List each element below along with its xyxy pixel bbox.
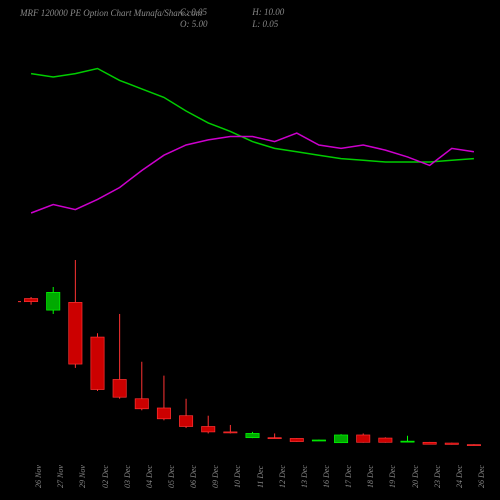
candle-body	[246, 433, 259, 437]
candle-body	[157, 408, 170, 419]
candle-body	[312, 440, 325, 441]
candle-body	[113, 379, 126, 397]
x-tick-label: 20 Dec	[411, 465, 420, 488]
candle-body	[445, 443, 458, 444]
candle-body	[24, 299, 37, 302]
x-tick-label: 17 Dec	[344, 465, 353, 488]
line-green	[31, 69, 474, 163]
candle-body	[290, 438, 303, 441]
line-magenta	[31, 133, 474, 213]
candle-body	[379, 438, 392, 442]
x-tick-label: 26 Nov	[34, 465, 43, 488]
candle-body	[357, 435, 370, 442]
x-tick-label: 10 Dec	[233, 465, 242, 488]
x-tick-label: 27 Nov	[56, 465, 65, 488]
candle-body	[69, 302, 82, 364]
x-tick-label: 12 Dec	[278, 465, 287, 488]
candle-body	[334, 435, 347, 443]
x-tick-label: 03 Dec	[123, 465, 132, 488]
chart-svg	[0, 0, 500, 500]
x-tick-label: 24 Dec	[455, 465, 464, 488]
candle-body	[401, 441, 414, 442]
candle-body	[423, 442, 436, 444]
candle-body	[179, 416, 192, 427]
x-tick-label: 23 Dec	[433, 465, 442, 488]
x-tick-label: 13 Dec	[300, 465, 309, 488]
x-tick-label: 04 Dec	[145, 465, 154, 488]
candle-body	[268, 438, 281, 439]
candle-body	[135, 399, 148, 409]
x-tick-label: 16 Dec	[322, 465, 331, 488]
candle-body	[202, 427, 215, 432]
candle-body	[467, 445, 480, 446]
chart-container: MRF 120000 PE Option Chart Munafa/Share.…	[0, 0, 500, 500]
x-tick-label: 02 Dec	[101, 465, 110, 488]
x-tick-label: 18 Dec	[366, 465, 375, 488]
x-tick-label: 19 Dec	[388, 465, 397, 488]
x-tick-label: 26 Dec	[477, 465, 486, 488]
x-tick-label: 06 Dec	[189, 465, 198, 488]
candle-body	[91, 337, 104, 389]
candle-body	[47, 292, 60, 310]
x-tick-label: 11 Dec	[256, 466, 265, 488]
candle-body	[224, 432, 237, 433]
x-tick-label: 05 Dec	[167, 465, 176, 488]
x-tick-label: 29 Nov	[78, 465, 87, 488]
x-tick-label: 09 Dec	[211, 465, 220, 488]
